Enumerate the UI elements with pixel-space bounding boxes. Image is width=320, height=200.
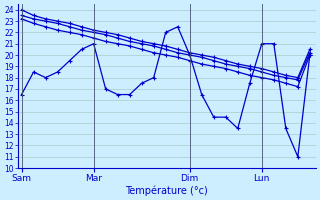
X-axis label: Température (°c): Température (°c) xyxy=(125,185,208,196)
